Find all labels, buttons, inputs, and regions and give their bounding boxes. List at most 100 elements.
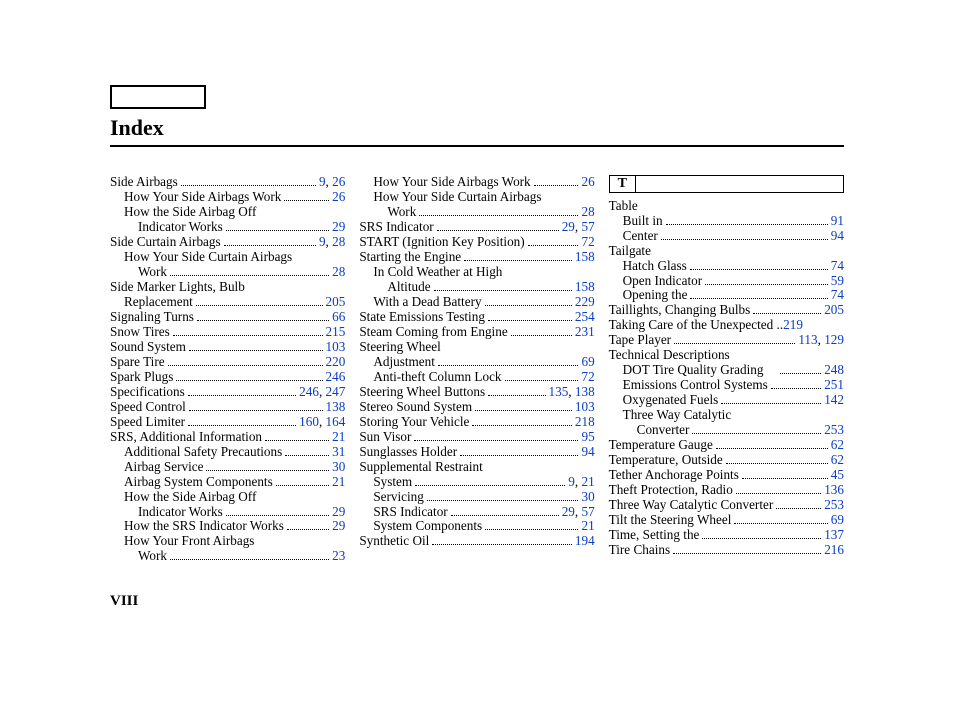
index-label: System (373, 475, 412, 490)
index-page-number[interactable]: 231 (575, 324, 595, 339)
index-page-number[interactable]: 246 (299, 384, 319, 399)
index-page-number[interactable]: 30 (332, 459, 345, 474)
index-page-number[interactable]: 45 (831, 467, 844, 482)
index-pages: 216 (824, 543, 844, 558)
index-page-number[interactable]: 251 (824, 377, 844, 392)
index-entry: Specifications246, 247 (110, 385, 345, 400)
index-page-number[interactable]: 31 (332, 444, 345, 459)
index-page-number[interactable]: 26 (332, 189, 345, 204)
index-page-number[interactable]: 137 (824, 527, 844, 542)
index-page-number[interactable]: 138 (326, 399, 346, 414)
index-columns: Side Airbags9, 26How Your Side Airbags W… (110, 175, 844, 564)
index-pages: 9, 28 (319, 235, 345, 250)
index-page-number[interactable]: 30 (581, 489, 594, 504)
index-leader (690, 290, 827, 300)
index-page-number[interactable]: 247 (326, 384, 346, 399)
index-page-number[interactable]: 21 (332, 429, 345, 444)
index-page-number[interactable]: 29 (562, 219, 575, 234)
index-page-number[interactable]: 103 (575, 399, 595, 414)
index-page-number[interactable]: 248 (824, 362, 844, 377)
index-page-number[interactable]: 59 (831, 273, 844, 288)
index-page-number[interactable]: 205 (824, 302, 844, 317)
index-page-number[interactable]: 91 (831, 213, 844, 228)
index-page-number[interactable]: 219 (783, 317, 803, 332)
index-pages: 220 (326, 355, 346, 370)
index-page-number[interactable]: 158 (575, 249, 595, 264)
index-pages: 31 (332, 445, 345, 460)
index-page-number[interactable]: 254 (575, 309, 595, 324)
index-page-number[interactable]: 129 (824, 332, 844, 347)
index-page-number[interactable]: 74 (831, 287, 844, 302)
index-page-number[interactable]: 9 (319, 234, 326, 249)
index-entry: Adjustment69 (359, 355, 594, 370)
index-page-number[interactable]: 215 (326, 324, 346, 339)
index-leader (181, 177, 316, 187)
index-page-number[interactable]: 28 (332, 234, 345, 249)
index-label: Taillights, Changing Bulbs (609, 303, 751, 318)
index-label: In Cold Weather at High (373, 265, 502, 280)
index-page-number[interactable]: 113 (798, 332, 817, 347)
index-page-number[interactable]: 9 (319, 174, 326, 189)
index-page-number[interactable]: 205 (326, 294, 346, 309)
index-page-number[interactable]: 57 (581, 504, 594, 519)
index-entry: Built in91 (609, 214, 844, 229)
index-page-number[interactable]: 26 (581, 174, 594, 189)
index-page-number[interactable]: 72 (581, 369, 594, 384)
index-page-number[interactable]: 158 (575, 279, 595, 294)
index-page-number[interactable]: 160 (299, 414, 319, 429)
index-page-number[interactable]: 253 (824, 497, 844, 512)
index-page-number[interactable]: 69 (831, 512, 844, 527)
index-pages: 28 (581, 205, 594, 220)
index-page-number[interactable]: 69 (581, 354, 594, 369)
index-entry: Taillights, Changing Bulbs 205 (609, 303, 844, 318)
index-page-number[interactable]: 26 (332, 174, 345, 189)
index-page-number[interactable]: 23 (332, 548, 345, 563)
index-page-number[interactable]: 62 (831, 437, 844, 452)
index-leader (427, 491, 579, 501)
index-page-number[interactable]: 194 (575, 533, 595, 548)
index-entry: How the SRS Indicator Works 29 (110, 519, 345, 534)
index-page-number[interactable]: 103 (326, 339, 346, 354)
index-label: How Your Side Airbags Work (373, 175, 530, 190)
index-page-number[interactable]: 29 (332, 504, 345, 519)
index-page-number[interactable]: 28 (581, 204, 594, 219)
index-page-number[interactable]: 246 (326, 369, 346, 384)
index-page-number[interactable]: 21 (332, 474, 345, 489)
index-label: Oxygenated Fuels (623, 393, 719, 408)
index-page-number[interactable]: 28 (332, 264, 345, 279)
index-label: How the SRS Indicator Works (124, 519, 284, 534)
index-page-number[interactable]: 136 (824, 482, 844, 497)
index-pages: 113, 129 (798, 333, 844, 348)
index-label: How the Side Airbag Off (124, 205, 256, 220)
index-page-number[interactable]: 138 (575, 384, 595, 399)
index-page-number[interactable]: 142 (824, 392, 844, 407)
index-page-number[interactable]: 253 (824, 422, 844, 437)
index-page-number[interactable]: 21 (581, 474, 594, 489)
index-page-number[interactable]: 229 (575, 294, 595, 309)
index-page-number[interactable]: 62 (831, 452, 844, 467)
index-page-number[interactable]: 135 (549, 384, 569, 399)
index-page-number[interactable]: 29 (332, 219, 345, 234)
index-page-number[interactable]: 94 (831, 228, 844, 243)
index-page-number[interactable]: 21 (581, 518, 594, 533)
index-entry: How Your Front Airbags (110, 534, 345, 549)
index-page-number[interactable]: 57 (581, 219, 594, 234)
index-page-number[interactable]: 29 (332, 518, 345, 533)
index-entry: With a Dead Battery229 (359, 295, 594, 310)
index-page-number[interactable]: 29 (562, 504, 575, 519)
index-page-number[interactable]: 218 (575, 414, 595, 429)
index-entry: SRS, Additional Information21 (110, 430, 345, 445)
index-page-number[interactable]: 164 (326, 414, 346, 429)
index-page-number[interactable]: 94 (581, 444, 594, 459)
index-page-number[interactable]: 74 (831, 258, 844, 273)
index-leader (226, 506, 329, 516)
index-pages: 9, 26 (319, 175, 345, 190)
index-page-number[interactable]: 66 (332, 309, 345, 324)
index-leader (284, 192, 329, 202)
index-page-number[interactable]: 95 (581, 429, 594, 444)
index-page-number[interactable]: 220 (326, 354, 346, 369)
index-leader (776, 500, 821, 510)
index-page-number[interactable]: 216 (824, 542, 844, 557)
index-page-number[interactable]: 72 (581, 234, 594, 249)
index-page-number[interactable]: 9 (568, 474, 575, 489)
